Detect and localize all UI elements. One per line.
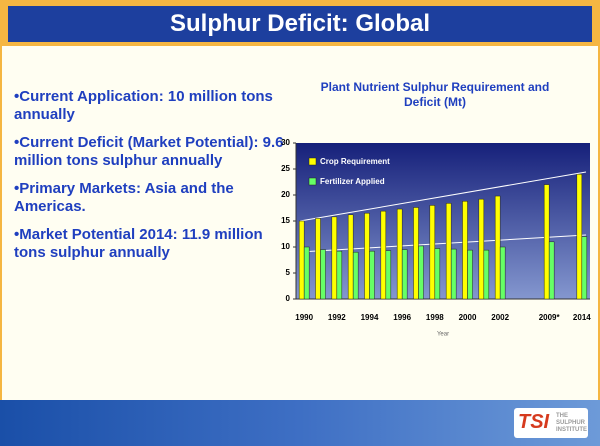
x-axis-label: Year xyxy=(437,332,449,338)
footer-band xyxy=(0,400,600,446)
y-tick-label: 20 xyxy=(281,190,290,199)
bar xyxy=(396,208,403,300)
y-tick-label: 25 xyxy=(281,164,290,173)
bullet: •Current Deficit (Market Potential): 9.6… xyxy=(14,134,284,169)
bar xyxy=(385,250,392,300)
bar xyxy=(347,214,354,300)
bar xyxy=(478,198,485,300)
bar xyxy=(303,246,310,300)
legend-label: Crop Requirement xyxy=(320,157,390,166)
bar xyxy=(418,245,424,300)
logo: TSI THE SULPHUR INSTITUTE xyxy=(514,408,588,438)
trend-line xyxy=(299,234,587,253)
bullet: •Market Potential 2014: 11.9 million ton… xyxy=(14,226,263,261)
bar xyxy=(315,218,321,300)
bar xyxy=(331,216,338,300)
bar xyxy=(380,210,387,300)
bar xyxy=(576,173,583,300)
bar xyxy=(369,250,375,300)
bar xyxy=(483,249,490,300)
x-tick-label: 1998 xyxy=(426,313,444,322)
y-tick-label: 10 xyxy=(281,242,290,251)
bar xyxy=(429,205,436,300)
slide-title: Sulphur Deficit: Global xyxy=(8,6,592,42)
x-tick-label: 2000 xyxy=(459,313,477,322)
x-tick-label: 1990 xyxy=(295,313,313,322)
x-tick-label: 1992 xyxy=(328,313,346,322)
bullet: •Current Application: 10 million tons an… xyxy=(14,88,273,123)
bar xyxy=(445,203,452,300)
y-tick-label: 30 xyxy=(281,138,290,147)
x-tick-label: 2002 xyxy=(491,313,509,322)
logo-text: THE SULPHUR INSTITUTE xyxy=(556,413,587,433)
bar xyxy=(450,248,457,300)
chart-title: Plant Nutrient Sulphur Requirement and D… xyxy=(320,80,550,109)
x-tick-label: 2009* xyxy=(539,313,561,322)
bar xyxy=(320,249,326,300)
bar xyxy=(548,241,555,300)
bar xyxy=(401,249,408,300)
plot-area xyxy=(296,143,590,299)
x-tick-label: 2014 xyxy=(573,313,591,322)
bar xyxy=(298,220,305,300)
bar xyxy=(364,212,370,300)
y-tick-label: 5 xyxy=(286,268,291,277)
bar xyxy=(413,207,419,300)
bar xyxy=(336,250,343,300)
bullet: •Primary Markets: Asia and the Americas. xyxy=(14,180,234,215)
chart: Year 0 5 10 15 20 25 30 1990 1992 1994 1996 1998 200… xyxy=(281,138,591,338)
x-tick-label: 1996 xyxy=(393,313,411,322)
bar xyxy=(499,246,506,300)
legend-label: Fertilizer Applied xyxy=(320,177,385,186)
legend-swatch xyxy=(308,177,317,186)
logo-mark: TSI xyxy=(518,411,550,433)
bar xyxy=(467,249,473,300)
bar xyxy=(581,236,588,300)
y-tick-label: 0 xyxy=(286,294,291,303)
y-tick-label: 15 xyxy=(281,216,290,225)
bar xyxy=(434,248,441,300)
bullet-list: •Current Application: 10 million tons an… xyxy=(14,88,286,272)
bar xyxy=(352,251,359,300)
trend-line xyxy=(299,171,587,222)
legend-swatch xyxy=(308,157,317,166)
x-tick-label: 1994 xyxy=(361,313,379,322)
bar xyxy=(543,184,550,300)
bar xyxy=(462,200,468,300)
bar xyxy=(494,195,501,300)
